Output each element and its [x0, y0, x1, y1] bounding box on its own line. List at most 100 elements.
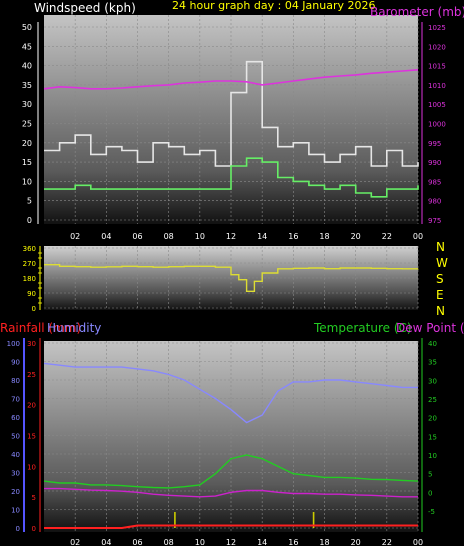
temperature-axis-label: Temperature (C) [313, 321, 412, 335]
rainfall-axis-label: Rainfall (mm) [0, 321, 81, 335]
temperature-y-tick: 25 [428, 396, 437, 404]
wind-y-tick: 30 [22, 100, 32, 109]
climate-x-tick: 06 [132, 538, 142, 546]
direction-y-tick: 360 [23, 245, 36, 253]
rainfall-y-tick: 10 [27, 463, 36, 471]
barometer-y-tick: 1000 [428, 121, 446, 129]
rainfall-y-tick: 15 [27, 433, 36, 441]
wind-y-tick: 45 [22, 42, 32, 51]
wind-y-tick: 10 [22, 177, 32, 186]
dewpoint-axis-label: Dew Point (C) [396, 321, 464, 335]
humidity-y-tick: 20 [11, 488, 20, 496]
barometer-y-tick: 985 [428, 178, 441, 186]
temperature-y-tick: 35 [428, 359, 437, 367]
wind-y-tick: 25 [22, 120, 32, 129]
wind-x-tick: 02 [70, 232, 80, 241]
temperature-y-tick: 20 [428, 415, 437, 423]
humidity-y-tick: 40 [11, 451, 20, 459]
humidity-axis-label: Humidity [47, 321, 101, 335]
temperature-y-tick: 10 [428, 452, 437, 460]
direction-label-n-bottom: N [436, 304, 445, 318]
wind-x-tick: 16 [288, 232, 298, 241]
windspeed-axis-label: Windspeed (kph) [34, 1, 136, 15]
average-wind-series-line [44, 157, 419, 198]
wind-x-tick: 06 [132, 232, 142, 241]
barometer-y-tick: 1005 [428, 101, 446, 109]
climate-x-tick: 20 [351, 538, 361, 546]
temperature-series-line [43, 454, 419, 489]
wind-x-tick: 04 [101, 232, 111, 241]
direction-label-s: S [436, 272, 444, 286]
climate-x-tick: 02 [70, 538, 80, 546]
wind-y-tick: 40 [22, 62, 32, 71]
humidity-y-tick: 90 [11, 359, 20, 367]
rainfall-series-line [44, 524, 418, 529]
graph-title: 24 hour graph day : 04 January 2026 [172, 0, 376, 12]
barometer-y-tick: 990 [428, 159, 441, 167]
climate-panel-background [44, 341, 418, 532]
barometer-y-tick: 1020 [428, 43, 446, 51]
humidity-y-tick: 30 [11, 470, 20, 478]
wind-x-tick: 12 [226, 232, 236, 241]
barometer-y-tick: 1025 [428, 24, 446, 32]
windspeed-series-line [44, 60, 419, 167]
rainfall-y-tick: 5 [32, 494, 36, 502]
rainfall-y-tick: 30 [27, 340, 36, 348]
climate-x-tick: 12 [226, 538, 236, 546]
humidity-series-line [43, 362, 418, 424]
humidity-y-tick: 0 [16, 525, 20, 533]
wind-direction-series-line [44, 264, 419, 292]
temperature-y-tick: 30 [428, 377, 437, 385]
rainfall-y-tick: 25 [27, 371, 36, 379]
humidity-y-tick: 80 [11, 377, 20, 385]
wind-x-tick: 22 [382, 232, 392, 241]
wind-x-tick: 08 [164, 232, 174, 241]
wind-y-tick: 35 [22, 81, 32, 90]
direction-y-tick: 270 [23, 260, 36, 268]
wind-x-tick: 00 [413, 232, 423, 241]
climate-x-tick: 00 [413, 538, 423, 546]
barometer-y-tick: 1015 [428, 63, 446, 71]
climate-x-tick: 14 [257, 538, 267, 546]
wind-x-tick: 18 [319, 232, 329, 241]
direction-label-n-top: N [436, 240, 445, 254]
temperature-y-tick: -5 [428, 508, 435, 516]
wind-y-tick: 15 [22, 158, 32, 167]
temperature-y-tick: 0 [428, 489, 432, 497]
wind-x-tick: 14 [257, 232, 267, 241]
rainfall-y-tick: 0 [32, 525, 36, 533]
humidity-y-tick: 50 [11, 433, 20, 441]
humidity-y-tick: 70 [11, 396, 20, 404]
climate-x-tick: 10 [195, 538, 205, 546]
humidity-y-tick: 100 [7, 340, 20, 348]
wind-y-tick: 0 [27, 216, 32, 225]
climate-x-tick: 22 [382, 538, 392, 546]
barometer-y-tick: 1010 [428, 82, 446, 90]
wind-y-tick: 20 [22, 139, 32, 148]
direction-y-tick: 0 [32, 305, 36, 313]
dewpoint-series-line [44, 487, 418, 498]
humidity-y-tick: 60 [11, 414, 20, 422]
direction-y-tick: 180 [23, 275, 36, 283]
barometer-y-tick: 975 [428, 217, 441, 225]
wind-y-tick: 50 [22, 23, 32, 32]
wind-x-tick: 10 [195, 232, 205, 241]
temperature-y-tick: 5 [428, 471, 432, 479]
climate-x-tick: 08 [164, 538, 174, 546]
barometer-y-tick: 980 [428, 198, 441, 206]
barometer-series-line [43, 69, 419, 90]
direction-label-w: W [436, 256, 448, 270]
barometer-y-tick: 995 [428, 140, 441, 148]
direction-y-tick: 90 [27, 290, 36, 298]
direction-label-e: E [436, 288, 444, 302]
temperature-y-tick: 15 [428, 433, 437, 441]
climate-x-tick: 18 [319, 538, 329, 546]
humidity-y-tick: 10 [11, 507, 20, 515]
temperature-y-tick: 40 [428, 340, 437, 348]
climate-x-tick: 16 [288, 538, 298, 546]
wind-x-tick: 20 [351, 232, 361, 241]
wind-y-tick: 5 [27, 197, 32, 206]
climate-x-tick: 04 [101, 538, 111, 546]
rainfall-y-tick: 20 [27, 402, 36, 410]
